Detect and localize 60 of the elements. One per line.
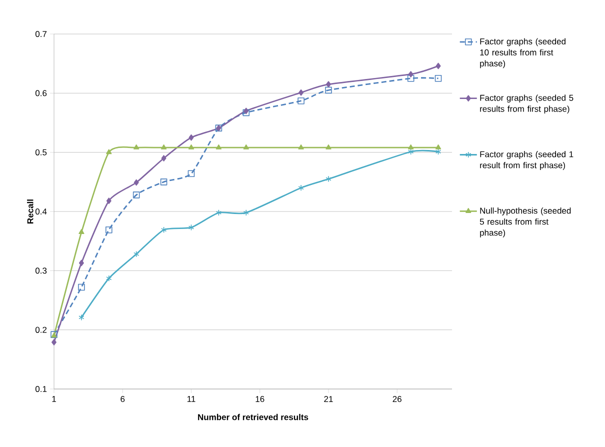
x-tick-label: 26	[392, 396, 402, 402]
point	[188, 134, 194, 141]
y-tick-label: 0.5	[35, 149, 47, 156]
legend-label: Null-hypothesis (seeded 5 results from first phase)	[480, 207, 571, 238]
point	[434, 74, 442, 82]
legend-label: Factor graphs (seeded 1 result from first phase)	[480, 151, 574, 170]
y-tick-label: 0.7	[35, 30, 47, 38]
point	[52, 339, 56, 346]
point	[325, 86, 332, 94]
point	[435, 148, 442, 155]
point	[298, 184, 304, 192]
legend-label: Factor graphs (seeded 5 results from first phase)	[480, 94, 574, 114]
y-tick-label: 0.1	[35, 386, 47, 392]
point	[188, 144, 194, 150]
point	[78, 260, 84, 266]
point	[106, 226, 112, 234]
point	[408, 144, 414, 150]
point	[243, 144, 249, 150]
y-tick-label: 0.6	[35, 90, 47, 96]
point	[134, 144, 140, 150]
y-tick-label: 0.2	[35, 326, 47, 333]
point	[160, 226, 167, 234]
point	[243, 209, 249, 216]
point	[132, 192, 140, 198]
point	[78, 284, 85, 291]
point	[160, 144, 167, 150]
x-axis-title: Number of retrieved results	[198, 414, 308, 420]
point	[188, 170, 195, 178]
point	[436, 62, 441, 70]
point	[326, 144, 332, 150]
x-tick-label: 16	[256, 396, 264, 402]
point	[134, 250, 140, 258]
x-tick-label: 6	[120, 396, 125, 402]
point	[160, 178, 168, 186]
legend-label: Factor graphs (seeded 10 results from first phase)	[480, 38, 566, 68]
point	[216, 209, 222, 216]
point	[78, 314, 84, 321]
point	[161, 155, 166, 162]
point	[407, 74, 414, 82]
point	[188, 224, 194, 231]
y-tick-label: 0.3	[35, 268, 47, 274]
x-tick-label: 21	[324, 396, 333, 402]
point	[298, 89, 304, 96]
point	[298, 97, 304, 104]
point	[78, 229, 84, 234]
point	[435, 144, 442, 150]
x-tick-label: 1	[52, 396, 56, 402]
y-axis-title: Recall	[27, 200, 34, 224]
y-tick-label: 0.4	[35, 208, 47, 215]
point	[216, 144, 222, 150]
point	[298, 144, 304, 150]
point	[408, 71, 414, 78]
point	[326, 176, 332, 182]
point	[326, 81, 331, 88]
point	[106, 198, 112, 204]
point	[134, 179, 139, 186]
point	[408, 148, 414, 155]
x-tick-label: 11	[187, 396, 196, 402]
point	[106, 275, 112, 282]
point	[106, 149, 112, 154]
